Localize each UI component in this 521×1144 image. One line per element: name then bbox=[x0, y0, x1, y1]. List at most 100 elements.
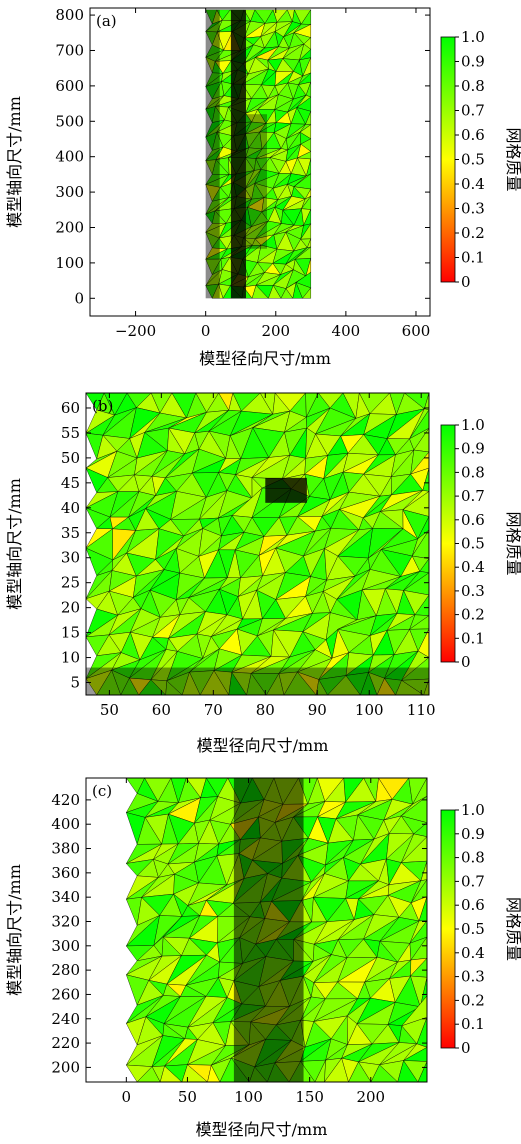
mesh-element bbox=[301, 287, 312, 299]
colorbar-tick-label: 0.6 bbox=[461, 511, 485, 529]
refined-mesh-band bbox=[265, 477, 307, 503]
x-axis-label: 模型径向尺寸/mm bbox=[199, 349, 331, 368]
y-tick-label: 360 bbox=[51, 864, 80, 882]
y-tick-label: 700 bbox=[55, 41, 84, 59]
x-tick-label: 50 bbox=[178, 1088, 197, 1106]
colorbar-tick-label: 0.9 bbox=[461, 440, 485, 458]
panel-label: (b) bbox=[92, 397, 113, 415]
y-axis-label: 模型轴向尺寸/mm bbox=[5, 864, 24, 996]
mesh-quality-map bbox=[86, 393, 429, 695]
colorbar-tick-label: 0.2 bbox=[461, 224, 485, 242]
mesh-element bbox=[417, 1061, 427, 1082]
y-tick-label: 260 bbox=[51, 985, 80, 1003]
colorbar-tick-label: 0.8 bbox=[461, 849, 485, 867]
colorbar bbox=[440, 809, 456, 1049]
x-tick-label: 50 bbox=[100, 701, 119, 719]
x-tick-label: 100 bbox=[355, 701, 384, 719]
y-tick-label: 25 bbox=[61, 574, 80, 592]
x-tick-label: −200 bbox=[115, 322, 156, 340]
colorbar-tick-label: 0.5 bbox=[461, 920, 485, 938]
y-tick-label: 300 bbox=[51, 937, 80, 955]
colorbar-tick-label: 0.8 bbox=[461, 463, 485, 481]
refined-mesh-band bbox=[230, 9, 246, 299]
colorbar-tick-label: 0.2 bbox=[461, 991, 485, 1009]
y-tick-label: 200 bbox=[51, 1058, 80, 1076]
colorbar-tick-label: 0.1 bbox=[461, 249, 485, 267]
y-tick-label: 300 bbox=[55, 183, 84, 201]
y-tick-label: 30 bbox=[61, 549, 80, 567]
colorbar-tick-label: 0.1 bbox=[461, 629, 485, 647]
x-tick-label: 90 bbox=[308, 701, 327, 719]
y-tick-label: 280 bbox=[51, 961, 80, 979]
y-tick-label: 45 bbox=[61, 474, 80, 492]
x-tick-label: 600 bbox=[402, 322, 431, 340]
x-tick-label: 400 bbox=[332, 322, 361, 340]
colorbar-tick-label: 0.4 bbox=[461, 944, 485, 962]
colorbar-tick-label: 0.7 bbox=[461, 487, 485, 505]
y-tick-label: 240 bbox=[51, 1010, 80, 1028]
refined-mesh-band bbox=[205, 9, 220, 299]
colorbar-tick-label: 0.9 bbox=[461, 53, 485, 71]
y-tick-label: 400 bbox=[55, 148, 84, 166]
panel-a: −200 0 200 400 600 0 100 200 300 400 500 600 700 800 (… bbox=[5, 6, 521, 368]
mesh-quality-map bbox=[125, 778, 427, 1082]
colorbar-tick-label: 0.1 bbox=[461, 1015, 485, 1033]
x-tick-label: 150 bbox=[295, 1088, 324, 1106]
y-tick-label: 220 bbox=[51, 1034, 80, 1052]
y-tick-label: 500 bbox=[55, 112, 84, 130]
mesh-element bbox=[423, 678, 429, 695]
axes-frame bbox=[85, 777, 428, 1083]
x-tick-label: 60 bbox=[152, 701, 171, 719]
panel-b: 50 60 70 80 90 100 110 5 10 15 20 25 30 35 40 45 50 55 60 (… bbox=[5, 392, 521, 755]
colorbar-label: 网格质量 bbox=[504, 127, 521, 191]
x-tick-label: 200 bbox=[261, 322, 290, 340]
colorbar-tick-label: 0.3 bbox=[461, 968, 485, 986]
refined-mesh-band bbox=[245, 114, 268, 249]
y-tick-label: 0 bbox=[74, 289, 84, 307]
colorbar-tick-label: 0 bbox=[461, 653, 471, 671]
colorbar-tick-label: 0.4 bbox=[461, 558, 485, 576]
y-tick-label: 600 bbox=[55, 77, 84, 95]
colorbar bbox=[440, 36, 456, 283]
mesh-quality-map bbox=[204, 8, 312, 299]
y-tick-label: 35 bbox=[61, 524, 80, 542]
x-tick-label: 80 bbox=[256, 701, 275, 719]
colorbar-tick-label: 0.2 bbox=[461, 606, 485, 624]
colorbar-tick-label: 0.4 bbox=[461, 175, 485, 193]
x-tick-label: 200 bbox=[356, 1088, 385, 1106]
colorbar-tick-label: 0.5 bbox=[461, 535, 485, 553]
panel-label: (a) bbox=[96, 12, 117, 30]
colorbar-label: 网格质量 bbox=[504, 511, 521, 575]
axes-frame bbox=[89, 7, 431, 317]
colorbar-tick-label: 0.6 bbox=[461, 126, 485, 144]
y-tick-label: 320 bbox=[51, 912, 80, 930]
y-tick-label: 200 bbox=[55, 218, 84, 236]
y-tick-label: 60 bbox=[61, 399, 80, 417]
panel-label: (c) bbox=[92, 782, 112, 800]
colorbar-tick-label: 0.8 bbox=[461, 77, 485, 95]
y-axis-label: 模型轴向尺寸/mm bbox=[5, 96, 24, 228]
colorbar-tick-label: 0.3 bbox=[461, 582, 485, 600]
x-axis-label: 模型径向尺寸/mm bbox=[196, 1120, 328, 1139]
colorbar-tick-label: 0.5 bbox=[461, 151, 485, 169]
colorbar-tick-label: 0.9 bbox=[461, 825, 485, 843]
colorbar-tick-label: 0.7 bbox=[461, 102, 485, 120]
y-tick-label: 400 bbox=[51, 815, 80, 833]
y-tick-label: 55 bbox=[61, 424, 80, 442]
refined-mesh-band bbox=[233, 778, 304, 1082]
x-tick-label: 0 bbox=[122, 1088, 132, 1106]
y-tick-label: 420 bbox=[51, 791, 80, 809]
y-tick-label: 100 bbox=[55, 254, 84, 272]
colorbar-tick-label: 0.7 bbox=[461, 872, 485, 890]
x-tick-label: 110 bbox=[407, 701, 436, 719]
x-tick-label: 0 bbox=[201, 322, 211, 340]
y-tick-label: 20 bbox=[61, 599, 80, 617]
colorbar-tick-label: 0.6 bbox=[461, 896, 485, 914]
y-axis-label: 模型轴向尺寸/mm bbox=[5, 478, 24, 610]
y-tick-label: 50 bbox=[61, 449, 80, 467]
panel-c: 0 50 100 150 200 200 220 240 260 280 300 320 340 360 3… bbox=[5, 777, 521, 1139]
y-tick-label: 5 bbox=[70, 674, 80, 692]
colorbar bbox=[440, 424, 456, 663]
x-tick-label: 100 bbox=[234, 1088, 263, 1106]
colorbar-tick-label: 0.3 bbox=[461, 200, 485, 218]
